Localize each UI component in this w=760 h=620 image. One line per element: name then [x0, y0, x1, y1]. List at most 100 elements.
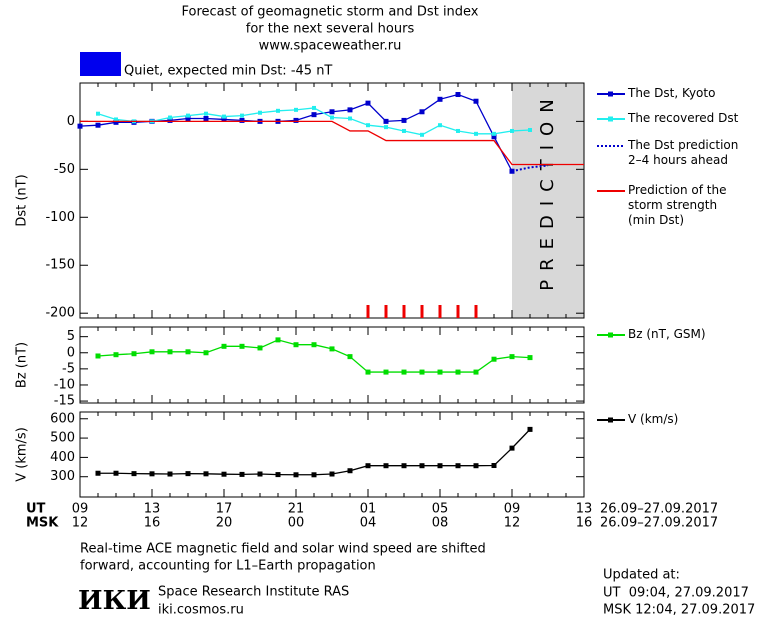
- data-point: [239, 117, 245, 123]
- storm-mark: [366, 305, 370, 318]
- x-tick-label: 00: [288, 516, 305, 531]
- data-point: [419, 463, 425, 469]
- data-point: [96, 111, 100, 116]
- status: Quiet, expected min Dst: -45 nT: [124, 64, 332, 79]
- y-tick-label: 400: [50, 450, 75, 465]
- legend-label: Bz (nT, GSM): [628, 327, 706, 341]
- data-point: [239, 471, 245, 477]
- data-point: [330, 115, 334, 120]
- data-point: [329, 109, 335, 115]
- storm-mark: [438, 305, 442, 318]
- data-point: [437, 369, 443, 375]
- data-point: [185, 471, 191, 477]
- data-point: [311, 112, 317, 118]
- series-line: [98, 428, 531, 476]
- data-point: [258, 110, 262, 115]
- data-point: [348, 116, 352, 121]
- storm-mark: [474, 305, 478, 318]
- data-point: [293, 472, 299, 478]
- data-point: [77, 123, 83, 129]
- x-tick-label: 21: [288, 502, 305, 517]
- data-point: [437, 96, 443, 102]
- data-point: [365, 463, 371, 469]
- storm-mark: [402, 305, 406, 318]
- data-point: [257, 345, 263, 351]
- data-point: [276, 108, 280, 113]
- x-tick-label: 12: [504, 516, 521, 531]
- data-point: [419, 109, 425, 115]
- data-point: [329, 346, 335, 352]
- data-point: [203, 471, 209, 477]
- data-point: [275, 337, 281, 343]
- y-tick-label: 300: [50, 469, 75, 484]
- institute-name: Space Research Institute RAS: [158, 585, 349, 600]
- data-point: [456, 128, 460, 133]
- legend-marker: [608, 116, 613, 122]
- y-tick-label: -10: [54, 377, 75, 392]
- y-tick-label: -15: [54, 394, 75, 409]
- data-point: [473, 369, 479, 375]
- data-point: [167, 471, 173, 477]
- data-point: [402, 128, 406, 133]
- data-point: [203, 115, 209, 121]
- y-tick-label: -100: [45, 210, 75, 225]
- data-point: [131, 351, 137, 357]
- y-tick-label: 0: [67, 345, 75, 360]
- data-point: [149, 349, 155, 355]
- data-point: [401, 463, 407, 469]
- data-point: [329, 471, 335, 477]
- x-tick-label: 16: [144, 516, 161, 531]
- data-point: [455, 92, 461, 98]
- data-point: [113, 352, 119, 358]
- data-point: [293, 117, 299, 123]
- data-point: [491, 134, 497, 140]
- data-point: [510, 128, 514, 133]
- note: forward, accounting for L1–Earth propaga…: [80, 559, 376, 574]
- y-tick-label: 5: [67, 329, 75, 344]
- logo: ИКИ: [78, 586, 151, 616]
- data-point: [347, 107, 353, 113]
- data-point: [95, 353, 101, 359]
- data-point: [383, 463, 389, 469]
- data-point: [203, 350, 209, 356]
- data-point: [509, 354, 515, 360]
- y-axis-label: V (km/s): [15, 427, 30, 482]
- storm-mark: [384, 305, 388, 318]
- data-point: [113, 470, 119, 476]
- prediction-region: [512, 83, 584, 318]
- legend-label: The Dst prediction 2–4 hours ahead: [628, 138, 739, 167]
- data-point: [294, 107, 298, 112]
- data-point: [383, 369, 389, 375]
- data-point: [95, 470, 101, 476]
- x-tick-label: 05: [432, 502, 449, 517]
- data-point: [257, 471, 263, 477]
- data-point: [204, 111, 208, 116]
- legend-label: The recovered Dst: [628, 111, 739, 125]
- x-tick-label: 13: [144, 502, 161, 517]
- data-point: [383, 118, 389, 124]
- data-point: [293, 342, 299, 348]
- data-point: [221, 343, 227, 349]
- data-point: [113, 119, 119, 125]
- y-tick-label: 500: [50, 431, 75, 446]
- date-range: 26.09–27.09.2017: [600, 516, 718, 531]
- prediction-label: PREDICTION: [537, 90, 558, 290]
- x-tick-label: 20: [216, 516, 233, 531]
- data-point: [455, 463, 461, 469]
- data-point: [311, 472, 317, 478]
- plot-frame: [79, 411, 585, 498]
- x-tick-label: 13: [576, 502, 593, 517]
- data-point: [366, 123, 370, 128]
- data-point: [527, 426, 533, 432]
- storm-mark: [420, 305, 424, 318]
- y-tick-label: 0: [67, 114, 75, 129]
- updated-ut: UT 09:04, 27.09.2017: [603, 586, 749, 601]
- y-tick-label: 600: [50, 411, 75, 426]
- x-tick-label: 16: [576, 516, 593, 531]
- legend-marker: [608, 332, 613, 338]
- data-point: [131, 471, 137, 477]
- title: www.spaceweather.ru: [259, 39, 402, 54]
- data-point: [420, 132, 424, 137]
- data-point: [347, 354, 353, 360]
